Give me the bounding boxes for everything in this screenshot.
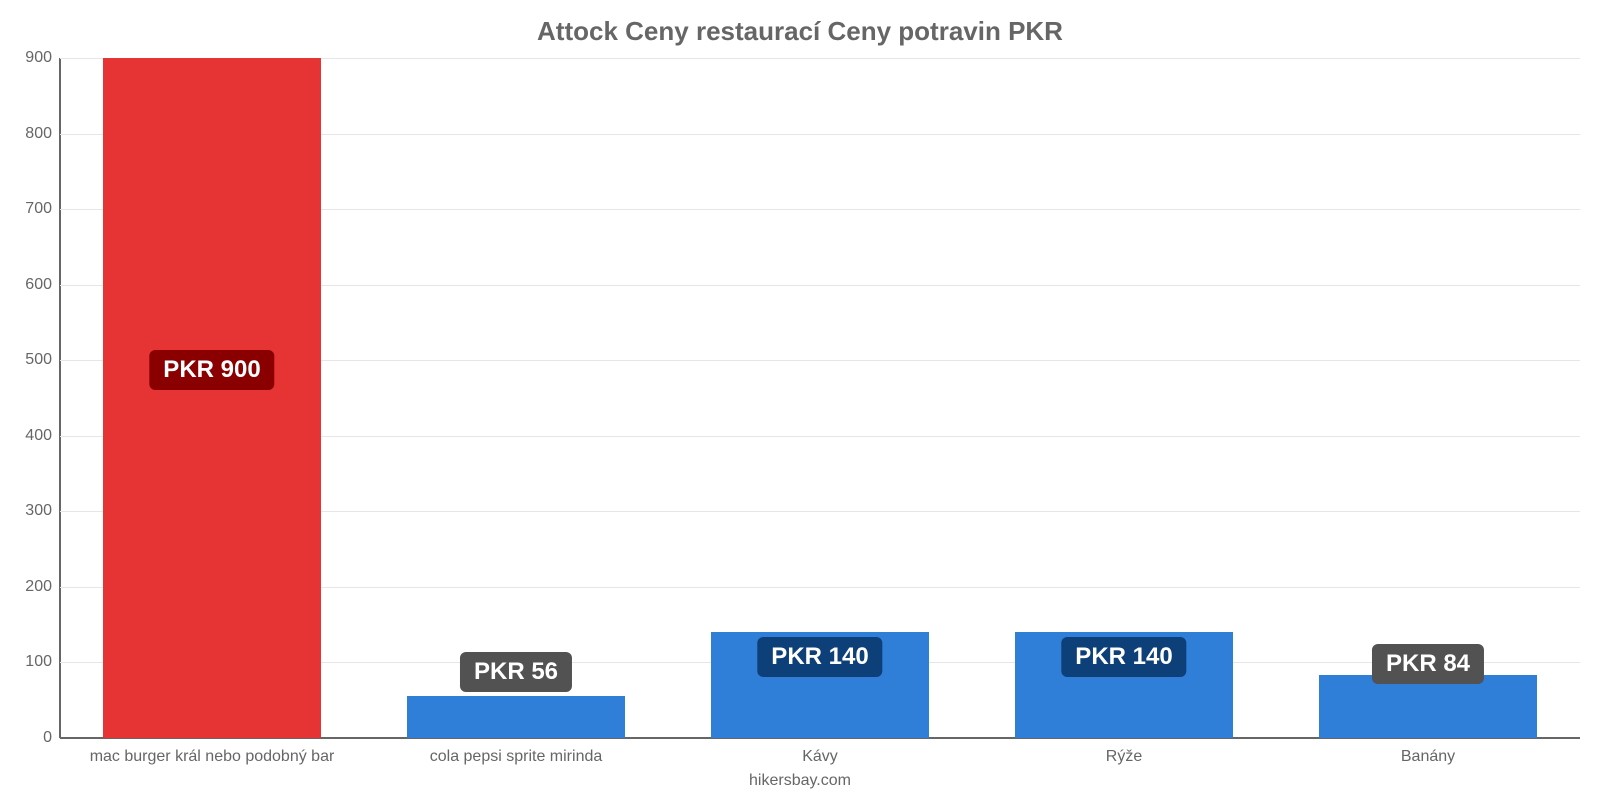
y-tick-label: 500	[25, 351, 60, 369]
y-tick-label: 200	[25, 578, 60, 596]
bar-value-label: PKR 140	[1061, 637, 1186, 677]
y-tick-label: 400	[25, 427, 60, 445]
bar-value-label: PKR 56	[460, 652, 572, 692]
x-category-label: cola pepsi sprite mirinda	[430, 738, 603, 766]
y-tick-label: 900	[25, 49, 60, 67]
y-tick-label: 100	[25, 653, 60, 671]
y-tick-label: 300	[25, 502, 60, 520]
y-tick-label: 800	[25, 125, 60, 143]
bar-chart: Attock Ceny restaurací Ceny potravin PKR…	[0, 0, 1600, 800]
x-category-label: Banány	[1401, 738, 1455, 766]
bar-value-label: PKR 900	[149, 350, 274, 390]
y-tick-label: 700	[25, 200, 60, 218]
plot-area: 0100200300400500600700800900PKR 900mac b…	[60, 58, 1580, 738]
y-tick-label: 600	[25, 276, 60, 294]
y-axis	[59, 58, 61, 738]
chart-title: Attock Ceny restaurací Ceny potravin PKR	[0, 16, 1600, 47]
credit-label: hikersbay.com	[0, 772, 1600, 790]
bar-value-label: PKR 84	[1372, 644, 1484, 684]
x-category-label: Rýže	[1106, 738, 1142, 766]
bar-value-label: PKR 140	[757, 637, 882, 677]
bar	[407, 696, 626, 738]
x-category-label: mac burger král nebo podobný bar	[90, 738, 335, 766]
bar	[103, 58, 322, 738]
y-tick-label: 0	[43, 729, 60, 747]
x-category-label: Kávy	[802, 738, 838, 766]
